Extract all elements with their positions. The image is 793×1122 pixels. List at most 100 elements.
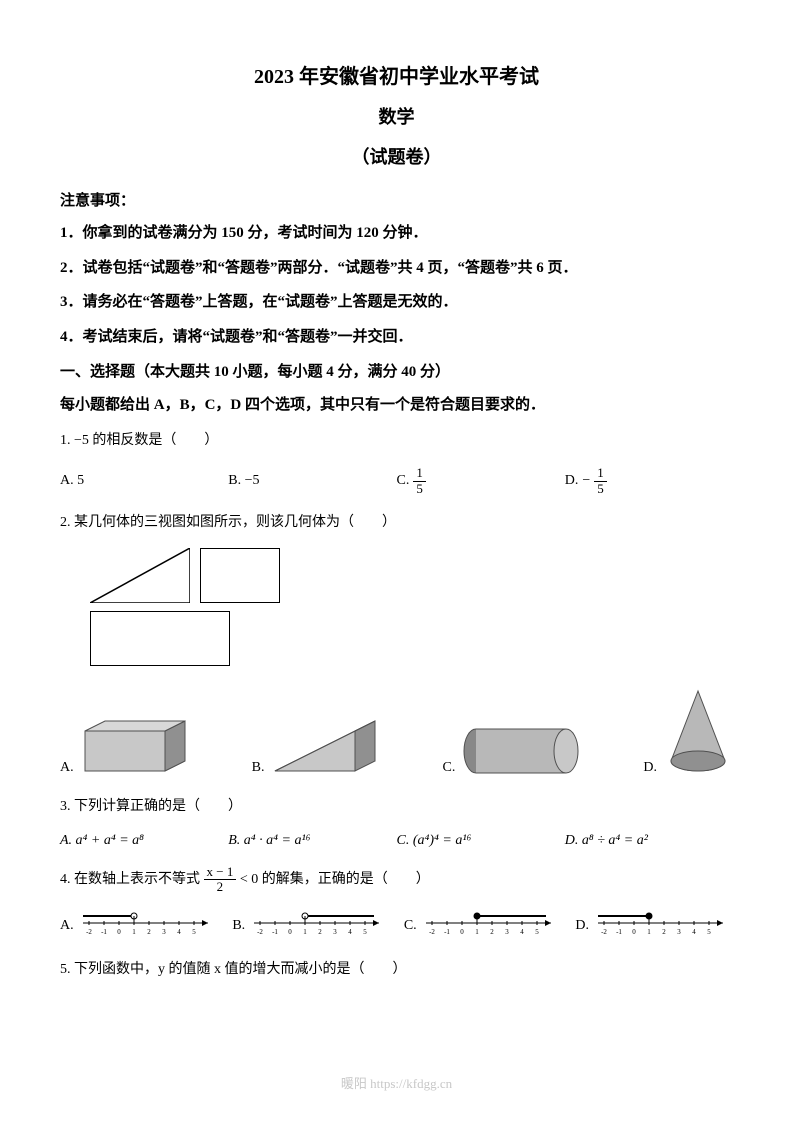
svg-text:5: 5 [707,928,711,936]
q2-opt-d-label: D. [643,760,657,776]
svg-text:-1: -1 [101,928,107,936]
svg-text:5: 5 [192,928,196,936]
frac-den: 5 [594,482,607,496]
svg-text:0: 0 [460,928,464,936]
q4-suffix: < 0 的解集，正确的是（ ） [240,872,430,887]
notice-header: 注意事项： [60,189,733,210]
q2-opt-b-label: B. [252,760,265,776]
frac-num: 1 [413,466,426,481]
q2-opt-c: C. [443,726,582,776]
frac-den: 5 [413,482,426,496]
frac-num: x − 1 [204,865,237,880]
svg-text:1: 1 [475,928,479,936]
svg-text:4: 4 [520,928,524,936]
svg-text:3: 3 [333,928,337,936]
front-view-triangle-icon [90,548,190,603]
q4-opt-b: B. -2 -1 0 1 2 3 4 5 [232,908,389,943]
exam-subject: 数学 [60,103,733,129]
side-view-rect-icon [200,548,280,603]
q1-opt-d-prefix: − [582,473,590,489]
q4-opt-b-label: B. [232,918,245,934]
q1-opt-c: C. 1 5 [397,466,565,496]
q4-opt-a-label: A. [60,918,74,934]
notice-item-2: 2．试卷包括“试题卷”和“答题卷”两部分．“试题卷”共 4 页，“答题卷”共 6… [60,257,733,280]
notice-item-3: 3．请务必在“答题卷”上答题，在“试题卷”上答题是无效的． [60,291,733,314]
svg-text:2: 2 [318,928,322,936]
q3-opt-d: D. a⁸ ÷ a⁴ = a² [565,833,733,849]
q2-opt-a: A. [60,716,190,776]
q1-opt-d: D. − 1 5 [565,466,733,496]
svg-text:-1: -1 [444,928,450,936]
section1-header: 一、选择题（本大题共 10 小题，每小题 4 分，满分 40 分） [60,360,733,381]
q4-opt-c: C. -2 -1 0 1 2 3 4 5 [404,908,561,943]
svg-text:2: 2 [147,928,151,936]
svg-text:2: 2 [490,928,494,936]
q1-opt-c-label: C. [397,473,410,489]
svg-text:5: 5 [363,928,367,936]
fraction-icon: x − 1 2 [204,865,237,895]
q3-opt-a: A. a⁴ + a⁴ = a⁸ [60,833,228,849]
notice-item-4: 4．考试结束后，请将“试题卷”和“答题卷”一并交回． [60,326,733,349]
top-view-rect-icon [90,611,230,666]
svg-text:0: 0 [117,928,121,936]
watermark-text: 暖阳 https://kfdgg.cn [0,1073,793,1092]
numberline-icon: -2 -1 0 1 2 3 4 5 [78,908,218,943]
frac-num: 1 [594,466,607,481]
q2-text: 2. 某几何体的三视图如图所示，则该几何体为（ ） [60,512,733,534]
section1-note: 每小题都给出 A，B，C，D 四个选项，其中只有一个是符合题目要求的． [60,393,733,414]
svg-text:3: 3 [505,928,509,936]
svg-text:1: 1 [303,928,307,936]
q5-text: 5. 下列函数中，y 的值随 x 值的增大而减小的是（ ） [60,959,733,981]
numberline-icon: -2 -1 0 1 2 3 4 5 [249,908,389,943]
svg-text:0: 0 [288,928,292,936]
q4-opt-d-label: D. [575,918,589,934]
svg-text:-2: -2 [257,928,263,936]
svg-text:2: 2 [662,928,666,936]
q1-options: A. 5 B. −5 C. 1 5 D. − 1 5 [60,466,733,496]
q3-opt-b: B. a⁴ · a⁴ = a¹⁶ [228,833,396,849]
svg-text:-2: -2 [601,928,607,936]
q2-opt-c-label: C. [443,760,456,776]
fraction-icon: 1 5 [413,466,426,496]
q3-opt-c: C. (a⁴)⁴ = a¹⁶ [397,833,565,849]
q1-opt-b: B. −5 [228,466,396,496]
svg-text:0: 0 [632,928,636,936]
svg-text:-2: -2 [86,928,92,936]
svg-text:4: 4 [692,928,696,936]
svg-text:3: 3 [162,928,166,936]
svg-text:1: 1 [647,928,651,936]
q4-text: 4. 在数轴上表示不等式 x − 1 2 < 0 的解集，正确的是（ ） [60,865,733,895]
q3-options: A. a⁴ + a⁴ = a⁸ B. a⁴ · a⁴ = a¹⁶ C. (a⁴)… [60,833,733,849]
q4-options: A. -2 -1 0 1 2 3 4 5 B. [60,908,733,943]
q2-opt-a-label: A. [60,760,74,776]
svg-text:3: 3 [677,928,681,936]
frac-den: 2 [214,880,227,894]
q1-opt-a: A. 5 [60,466,228,496]
exam-title: 2023 年安徽省初中学业水平考试 [60,60,733,89]
svg-text:5: 5 [535,928,539,936]
exam-paper-label: （试题卷） [60,143,733,169]
q2-options: A. B. C. D. [60,686,733,776]
numberline-icon: -2 -1 0 1 2 3 4 5 [421,908,561,943]
q3-text: 3. 下列计算正确的是（ ） [60,796,733,818]
svg-text:-2: -2 [429,928,435,936]
fraction-icon: 1 5 [594,466,607,496]
prism-icon [80,716,190,776]
wedge-icon [270,716,380,776]
q2-opt-b: B. [252,716,381,776]
cylinder-icon [461,726,581,776]
svg-text:4: 4 [348,928,352,936]
svg-text:1: 1 [132,928,136,936]
numberline-icon: -2 -1 0 1 2 3 4 5 [593,908,733,943]
notice-item-1: 1．你拿到的试卷满分为 150 分，考试时间为 120 分钟． [60,222,733,245]
svg-text:-1: -1 [616,928,622,936]
q4-opt-a: A. -2 -1 0 1 2 3 4 5 [60,908,218,943]
q1-text: 1. −5 的相反数是（ ） [60,430,733,452]
q2-opt-d: D. [643,686,733,776]
q4-opt-d: D. -2 -1 0 1 2 3 4 5 [575,908,733,943]
svg-text:-1: -1 [272,928,278,936]
q4-prefix: 4. 在数轴上表示不等式 [60,872,204,887]
q2-views [60,548,733,666]
cone-icon [663,686,733,776]
q4-opt-c-label: C. [404,918,417,934]
